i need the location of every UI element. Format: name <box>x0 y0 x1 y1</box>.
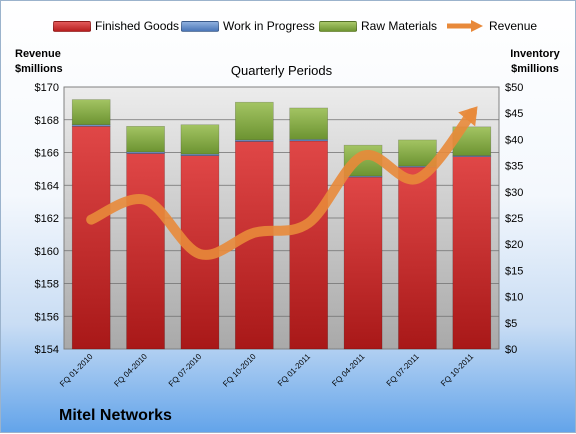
bar-finished-goods <box>289 140 328 350</box>
legend-item-finished-goods: Finished Goods <box>53 16 179 36</box>
x-tick-label: FQ 07-2011 <box>385 352 422 389</box>
y-right-tick-label: $30 <box>505 187 523 199</box>
bar-finished-goods <box>71 126 111 350</box>
y-right-tick-label: $50 <box>505 82 523 94</box>
x-tick-label: FQ 04-2010 <box>112 352 149 389</box>
y-right-tick-label: $10 <box>505 292 523 304</box>
y-left-tick-label: $162 <box>35 213 59 225</box>
legend-item-raw-materials: Raw Materials <box>319 16 437 36</box>
y-left-tick-label: $158 <box>35 279 59 291</box>
bar-raw-materials <box>71 99 111 126</box>
revenue-line <box>86 108 477 260</box>
y-right-tick-label: $45 <box>505 108 523 120</box>
legend-swatch-finished-goods <box>53 20 91 32</box>
bar-raw-materials <box>126 126 165 153</box>
right-axis-title: Inventory $millions <box>504 47 566 77</box>
y-left-tick-label: $166 <box>35 148 59 160</box>
x-tick-label: FQ 10-2011 <box>439 352 476 389</box>
legend-item-work-in-progress: Work in Progress <box>181 16 315 36</box>
legend: Finished Goods Work in Progress Raw Mate… <box>1 16 576 36</box>
left-axis-title-line1: Revenue <box>15 48 61 60</box>
bar-finished-goods <box>343 176 383 350</box>
chart-subtitle: Quarterly Periods <box>231 63 333 78</box>
right-axis-title-line2: $millions <box>511 63 559 75</box>
legend-swatch-raw-materials <box>319 20 357 32</box>
y-left-tick-label: $160 <box>35 246 59 258</box>
legend-label-work-in-progress: Work in Progress <box>223 19 315 33</box>
legend-label-raw-materials: Raw Materials <box>361 19 438 33</box>
y-right-tick-label: $15 <box>505 265 523 277</box>
bar-finished-goods <box>398 166 437 350</box>
bar-work-in-progress <box>180 153 220 156</box>
bar-finished-goods <box>126 153 165 350</box>
y-right-tick-label: $35 <box>505 161 523 173</box>
x-tick-label: FQ 07-2010 <box>167 352 204 389</box>
y-left-tick-label: $168 <box>35 115 59 127</box>
brand-label: Mitel Networks <box>59 407 172 424</box>
bar-raw-materials <box>235 101 274 141</box>
y-left-tick-label: $170 <box>35 82 59 94</box>
x-tick-label: FQ 10-2010 <box>221 352 258 389</box>
y-left-tick-label: $164 <box>35 180 59 192</box>
x-tick-label: FQ 04-2011 <box>330 352 367 389</box>
legend-item-revenue: Revenue <box>445 16 537 36</box>
bar-finished-goods <box>452 156 492 350</box>
legend-arrow-icon <box>447 20 483 32</box>
x-tick-label: FQ 01-2010 <box>58 352 95 389</box>
y-right-tick-label: $5 <box>505 318 517 330</box>
bar-finished-goods <box>235 141 274 350</box>
y-right-tick-label: $0 <box>505 344 517 356</box>
bar-raw-materials <box>289 107 328 140</box>
legend-swatch-work-in-progress <box>181 20 219 32</box>
bar-raw-materials <box>398 139 437 167</box>
y-right-tick-label: $40 <box>505 134 523 146</box>
legend-label-finished-goods: Finished Goods <box>95 19 180 33</box>
right-axis-title-line1: Inventory <box>510 48 560 60</box>
left-axis-title: Revenue $millions <box>15 47 63 77</box>
left-axis-title-line2: $millions <box>15 63 63 75</box>
revenue-arrowhead <box>458 106 478 127</box>
y-left-tick-label: $154 <box>35 344 59 356</box>
bar-raw-materials <box>180 124 220 155</box>
y-right-tick-label: $20 <box>505 239 523 251</box>
y-right-tick-label: $25 <box>505 213 523 225</box>
legend-label-revenue: Revenue <box>489 19 538 33</box>
x-tick-label: FQ 01-2011 <box>276 352 313 389</box>
y-left-tick-label: $156 <box>35 311 59 323</box>
